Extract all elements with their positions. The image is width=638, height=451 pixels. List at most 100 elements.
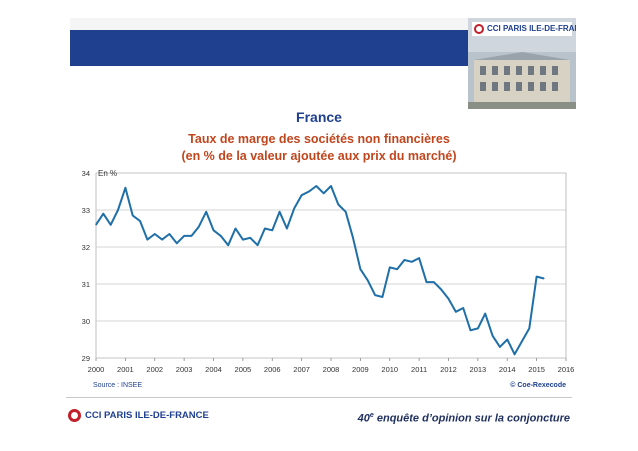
- x-tick-label: 2014: [499, 365, 516, 374]
- x-tick-label: 2004: [205, 365, 222, 374]
- data-point: [345, 211, 347, 213]
- building-photo-illustration: [468, 52, 576, 109]
- data-point: [315, 185, 317, 187]
- data-point: [440, 288, 442, 291]
- plot-area: [95, 172, 567, 359]
- cci-logo-icon: [68, 408, 81, 422]
- chart-subtitle: Taux de marge des sociétés non financièr…: [0, 131, 638, 165]
- data-point: [205, 211, 207, 213]
- x-tick-label: 2011: [411, 365, 427, 374]
- data-point: [110, 224, 112, 226]
- data-point: [132, 214, 134, 217]
- x-tick-label: 2015: [528, 365, 545, 374]
- data-point: [286, 227, 288, 230]
- data-point: [381, 296, 384, 298]
- x-tick-label: 2001: [117, 365, 134, 374]
- y-tick-label: 31: [82, 280, 90, 289]
- data-point: [176, 242, 178, 244]
- data-point: [330, 185, 332, 187]
- data-point: [117, 209, 119, 211]
- footer-divider: [66, 397, 572, 398]
- data-point: [308, 190, 310, 193]
- banner-top-strip: [70, 18, 576, 30]
- x-tick-label: 2010: [381, 365, 398, 374]
- data-point: [403, 259, 406, 261]
- y-tick-label: 33: [82, 206, 90, 215]
- header-logo-text: CCI PARIS ILE-DE-FRANCE: [487, 24, 576, 33]
- data-point: [462, 307, 464, 309]
- footer-logo-text: CCI PARIS ILE-DE-FRANCE: [85, 410, 209, 421]
- source-note: Source : INSEE: [93, 382, 143, 389]
- y-tick-label: 34: [82, 169, 90, 178]
- data-point: [367, 279, 369, 281]
- x-tick-label: 2006: [264, 365, 281, 374]
- data-point: [389, 266, 391, 268]
- survey-text: enquête d’opinion sur la conjoncture: [373, 412, 570, 425]
- survey-number: 40: [357, 412, 370, 425]
- footer-survey-title: 40e enquête d’opinion sur la conjoncture: [330, 408, 570, 427]
- data-point: [242, 239, 244, 241]
- data-point: [271, 229, 273, 231]
- y-tick-label: 29: [82, 354, 90, 363]
- data-point: [455, 311, 457, 313]
- chart-subtitle-line2: (en % de la valeur ajoutée aux prix du m…: [181, 149, 457, 163]
- data-point: [278, 211, 281, 213]
- data-point: [256, 244, 259, 246]
- data-point: [433, 281, 435, 283]
- data-point: [323, 192, 325, 194]
- header-photo: CCI PARIS ILE-DE-FRANCE: [468, 18, 576, 109]
- x-tick-label: 2002: [146, 365, 163, 374]
- data-point: [234, 227, 237, 230]
- x-tick-label: 2008: [323, 365, 340, 374]
- data-point: [95, 224, 97, 226]
- x-tick-label: 2000: [88, 365, 105, 374]
- data-point: [183, 235, 185, 237]
- x-tick-label: 2009: [352, 365, 369, 374]
- header-logo: CCI PARIS ILE-DE-FRANCE: [472, 22, 576, 36]
- data-point: [499, 346, 501, 348]
- data-point: [359, 268, 361, 270]
- data-point: [168, 233, 171, 235]
- data-point: [337, 203, 339, 206]
- data-point: [411, 261, 413, 263]
- series-line: [95, 185, 545, 356]
- data-point: [146, 239, 149, 241]
- data-point: [491, 335, 494, 337]
- data-point: [447, 298, 450, 300]
- data-point: [301, 194, 303, 196]
- y-tick-label: 32: [82, 243, 90, 252]
- footer-logo: CCI PARIS ILE-DE-FRANCE: [68, 408, 209, 424]
- data-point: [161, 239, 163, 241]
- data-point: [352, 237, 354, 239]
- data-point: [425, 281, 428, 283]
- data-point: [154, 233, 156, 235]
- data-point: [536, 276, 538, 278]
- data-point: [374, 294, 376, 296]
- data-point: [220, 235, 222, 237]
- data-point: [249, 237, 251, 239]
- data-point: [543, 277, 545, 280]
- data-point: [124, 187, 126, 189]
- data-point: [264, 227, 266, 230]
- chart-main-title: France: [296, 109, 342, 125]
- data-point: [418, 257, 420, 259]
- banner-blue-band: [70, 30, 474, 66]
- survey-number-suffix: e: [369, 412, 374, 419]
- copyright-note: © Coe-Rexecode: [510, 382, 566, 389]
- x-tick-label: 2012: [440, 365, 457, 374]
- x-tick-label: 2003: [176, 365, 193, 374]
- data-point: [513, 353, 516, 355]
- data-point: [528, 327, 530, 329]
- data-point: [477, 327, 479, 329]
- data-point: [198, 226, 200, 228]
- data-point: [293, 207, 295, 209]
- data-point: [227, 244, 229, 246]
- x-tick-label: 2013: [470, 365, 487, 374]
- x-tick-label: 2005: [235, 365, 252, 374]
- cci-logo-icon: [474, 23, 484, 34]
- data-point: [212, 229, 215, 231]
- chart-subtitle-line1: Taux de marge des sociétés non financièr…: [188, 132, 450, 146]
- data-point: [102, 213, 104, 215]
- data-point: [521, 340, 523, 342]
